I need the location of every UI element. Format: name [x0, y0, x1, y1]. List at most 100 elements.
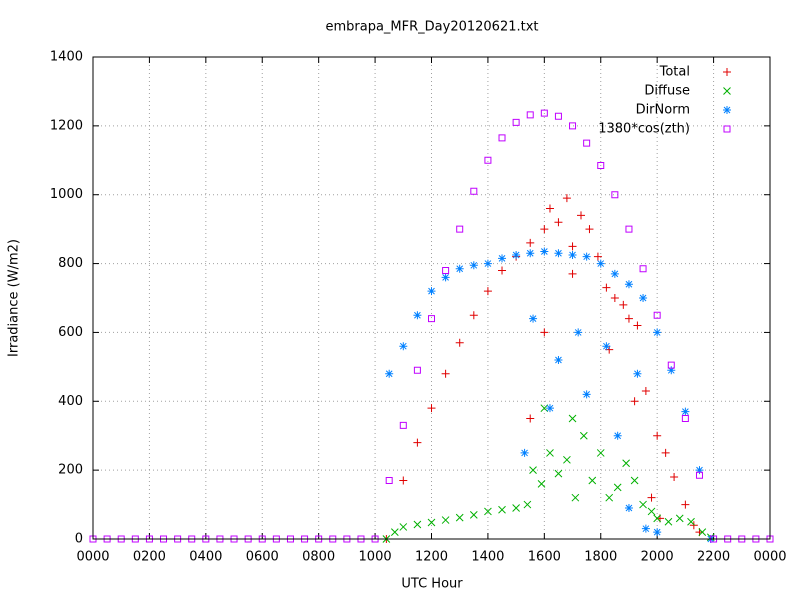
chart-title: embrapa_MFR_Day20120621.txt — [325, 20, 538, 35]
data-point — [399, 476, 408, 485]
data-point — [546, 449, 554, 457]
data-point — [752, 535, 760, 543]
y-tick-label: 800 — [58, 256, 83, 271]
data-point — [639, 265, 647, 273]
data-point — [585, 225, 594, 234]
data-point — [574, 328, 583, 337]
data-point — [602, 342, 611, 351]
data-point — [698, 528, 707, 536]
data-point — [554, 469, 563, 478]
data-point — [639, 294, 648, 302]
data-point — [455, 338, 464, 347]
data-point — [537, 480, 546, 488]
data-point — [605, 493, 614, 502]
data-point — [526, 249, 535, 258]
legend-marker — [723, 106, 731, 114]
data-point — [441, 516, 450, 524]
y-tick-label: 1400 — [50, 50, 83, 65]
data-point — [441, 273, 450, 282]
data-point — [545, 404, 554, 413]
data-point — [545, 204, 554, 213]
data-point — [602, 283, 611, 292]
plot-border — [92, 56, 771, 540]
data-point — [512, 118, 520, 126]
data-point — [670, 473, 679, 482]
data-point — [630, 397, 639, 406]
data-point — [469, 311, 478, 320]
x-tick-label: 1800 — [584, 550, 617, 565]
data-point — [554, 355, 563, 364]
data-point — [647, 493, 656, 502]
data-point — [687, 517, 695, 526]
data-point — [610, 294, 619, 302]
data-point — [653, 328, 662, 337]
data-point — [523, 500, 532, 509]
data-point — [427, 287, 436, 296]
data-point — [498, 134, 506, 142]
data-point — [529, 466, 537, 474]
data-point — [667, 366, 676, 375]
data-point — [441, 369, 450, 378]
data-point — [613, 431, 622, 440]
data-point — [695, 471, 703, 479]
data-point — [622, 459, 630, 468]
data-point — [653, 431, 662, 440]
data-point — [681, 500, 690, 509]
data-point — [131, 535, 139, 543]
data-point — [399, 523, 408, 531]
data-point — [385, 476, 393, 484]
data-point — [371, 535, 379, 543]
data-point — [301, 535, 309, 543]
data-point — [329, 535, 337, 543]
data-point — [568, 414, 577, 423]
data-point — [664, 517, 673, 526]
x-tick-label: 2200 — [697, 550, 730, 565]
data-point — [695, 466, 704, 475]
data-point — [230, 535, 238, 543]
y-tick-label: 400 — [58, 394, 83, 409]
data-point — [174, 535, 182, 543]
data-point — [738, 535, 746, 543]
data-point — [399, 342, 408, 351]
data-point — [596, 449, 605, 457]
data-point — [613, 483, 622, 492]
data-point — [554, 249, 563, 258]
legend-marker — [723, 68, 731, 76]
data-point — [89, 535, 97, 543]
data-point — [272, 535, 280, 543]
data-point — [202, 535, 210, 543]
data-point — [413, 520, 422, 529]
data-point — [577, 211, 586, 220]
x-tick-label: 1200 — [415, 550, 448, 565]
x-tick-label: 0000 — [76, 550, 109, 565]
data-point — [766, 535, 774, 543]
data-point — [540, 404, 549, 413]
legend-label: Diffuse — [644, 84, 690, 99]
y-tick-label: 600 — [58, 325, 83, 340]
y-tick-label: 200 — [58, 463, 83, 478]
data-point — [588, 476, 597, 485]
legend-label: DirNorm — [636, 103, 690, 118]
data-point — [611, 191, 619, 199]
data-point — [563, 455, 571, 464]
data-point — [428, 315, 435, 323]
data-point — [216, 535, 224, 543]
data-point — [579, 431, 588, 440]
data-point — [529, 314, 538, 323]
data-point — [145, 535, 153, 543]
x-tick-label: 0000 — [753, 550, 786, 565]
plot-marks — [89, 109, 774, 543]
data-point — [470, 187, 478, 195]
data-point — [681, 415, 689, 422]
data-point — [469, 261, 478, 270]
data-point — [188, 535, 196, 543]
data-point — [413, 366, 421, 374]
data-point — [571, 493, 580, 502]
data-point — [633, 321, 642, 330]
data-point — [596, 259, 605, 268]
data-point — [619, 300, 628, 309]
y-tick-label: 1200 — [50, 118, 83, 133]
data-point — [343, 535, 351, 543]
data-point — [498, 266, 507, 275]
data-point — [469, 511, 478, 519]
